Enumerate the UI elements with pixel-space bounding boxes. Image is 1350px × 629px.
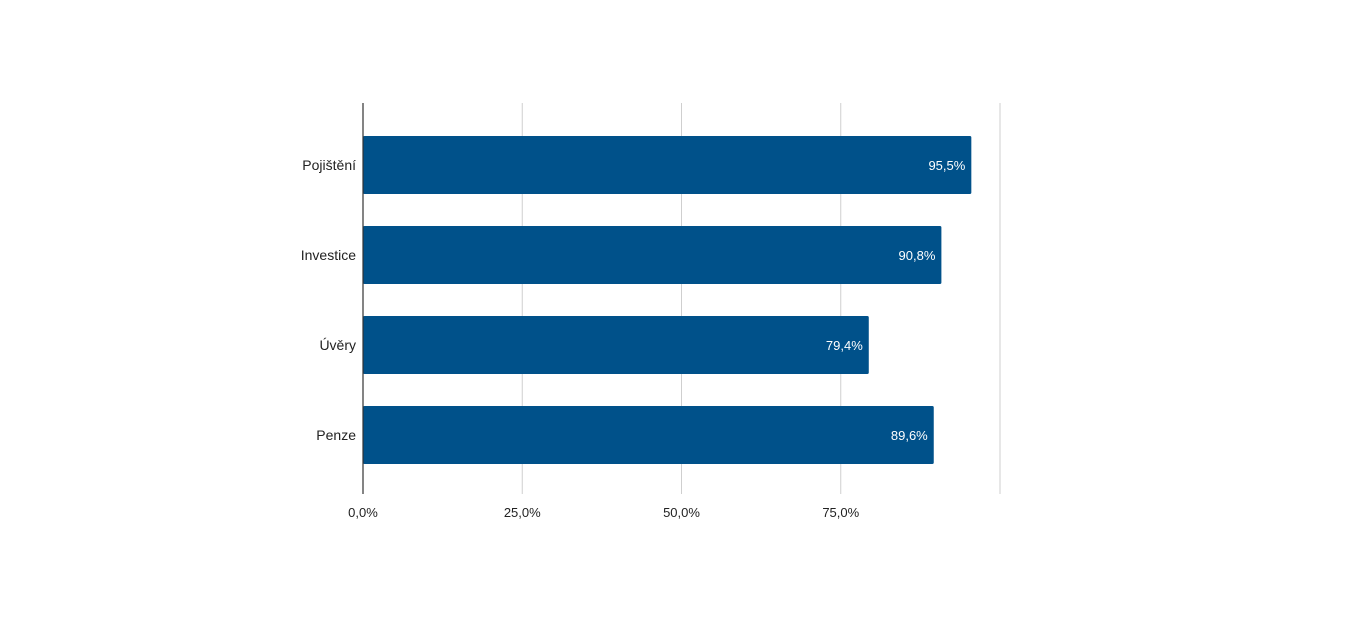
bar [363, 316, 869, 374]
data-label: 89,6% [891, 428, 928, 443]
bar [363, 406, 934, 464]
bar [363, 226, 942, 284]
x-tick-label: 25,0% [504, 505, 541, 520]
data-label: 79,4% [826, 338, 863, 353]
bar [363, 136, 972, 194]
bars [363, 136, 972, 464]
category-label: Investice [301, 247, 356, 263]
x-tick-label: 0,0% [348, 505, 378, 520]
labels: 0,0% 25,0% 50,0% 75,0% Pojištění 95,5% Investi… [301, 157, 966, 520]
category-label: Úvěry [319, 337, 356, 353]
category-label: Penze [316, 427, 356, 443]
data-label: 95,5% [928, 158, 965, 173]
x-tick-label: 50,0% [663, 505, 700, 520]
x-tick-label: 75,0% [822, 505, 859, 520]
data-label: 90,8% [899, 248, 936, 263]
category-label: Pojištění [302, 157, 356, 173]
